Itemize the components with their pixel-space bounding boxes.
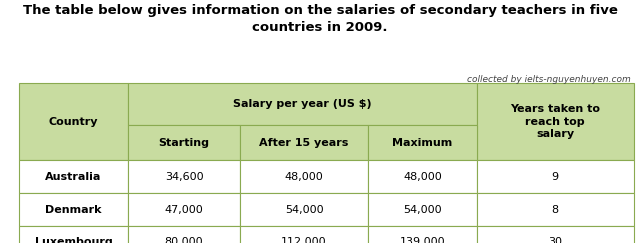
Bar xyxy=(128,83,477,125)
Text: Maximum: Maximum xyxy=(392,138,452,148)
Bar xyxy=(19,226,128,243)
Bar xyxy=(368,193,477,226)
Bar xyxy=(128,160,240,193)
Text: Salary per year (US $): Salary per year (US $) xyxy=(233,99,372,109)
Text: Years taken to
reach top
salary: Years taken to reach top salary xyxy=(510,104,600,139)
Bar xyxy=(368,226,477,243)
Text: 139,000: 139,000 xyxy=(399,237,445,243)
Text: Denmark: Denmark xyxy=(45,205,102,215)
Text: 47,000: 47,000 xyxy=(164,205,204,215)
Text: 48,000: 48,000 xyxy=(285,172,323,182)
Text: 54,000: 54,000 xyxy=(403,205,442,215)
Bar xyxy=(240,160,368,193)
Bar xyxy=(128,193,240,226)
Bar xyxy=(368,160,477,193)
Text: Starting: Starting xyxy=(159,138,209,148)
Text: 8: 8 xyxy=(552,205,559,215)
Bar xyxy=(128,125,240,160)
Text: 54,000: 54,000 xyxy=(285,205,323,215)
Text: After 15 years: After 15 years xyxy=(259,138,349,148)
Text: Australia: Australia xyxy=(45,172,102,182)
Text: 34,600: 34,600 xyxy=(164,172,204,182)
Bar xyxy=(19,193,128,226)
Text: 9: 9 xyxy=(552,172,559,182)
Bar xyxy=(240,125,368,160)
Text: 48,000: 48,000 xyxy=(403,172,442,182)
Bar xyxy=(19,160,128,193)
Bar xyxy=(477,226,634,243)
Bar xyxy=(477,160,634,193)
Text: collected by ielts-nguyenhuyen.com: collected by ielts-nguyenhuyen.com xyxy=(467,75,630,84)
Bar xyxy=(19,83,128,160)
Bar xyxy=(128,226,240,243)
Text: 80,000: 80,000 xyxy=(164,237,204,243)
Text: Luxembourg: Luxembourg xyxy=(35,237,113,243)
Bar xyxy=(477,83,634,160)
Text: The table below gives information on the salaries of secondary teachers in five
: The table below gives information on the… xyxy=(22,4,618,34)
Bar xyxy=(368,125,477,160)
Bar xyxy=(477,193,634,226)
Text: 30: 30 xyxy=(548,237,562,243)
Text: 112,000: 112,000 xyxy=(281,237,327,243)
Bar xyxy=(240,193,368,226)
Text: Country: Country xyxy=(49,116,99,127)
Bar xyxy=(240,226,368,243)
